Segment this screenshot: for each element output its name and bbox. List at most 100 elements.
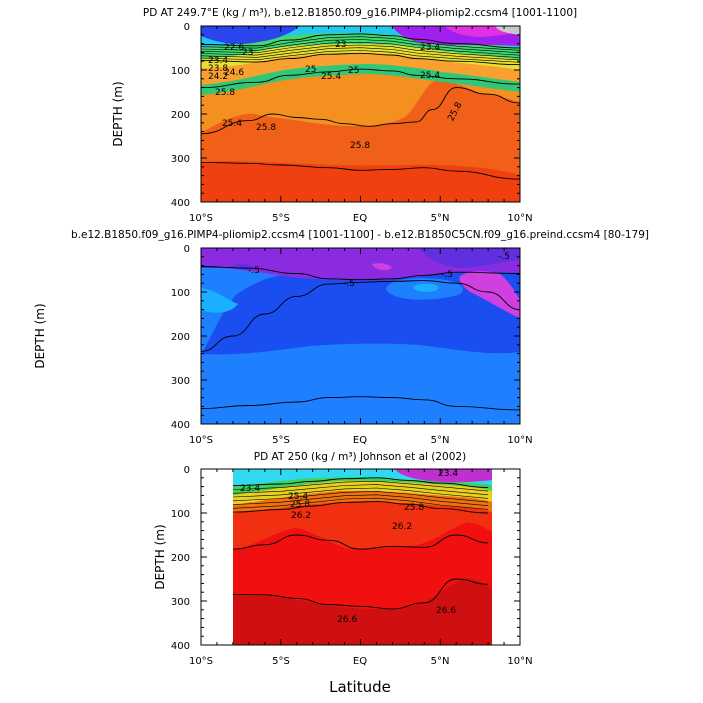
panel-3-title: PD AT 250 (kg / m³) Johnson et al (2002)	[254, 451, 466, 463]
p1-clabel: 23.4	[420, 43, 440, 53]
p1-clabel: 25.4	[222, 119, 242, 129]
p3-clabel: 23.4	[240, 484, 260, 494]
panel-2-difference: b.e12.B1850.f09_g16.PIMP4-pliomip2.ccsm4…	[33, 229, 649, 446]
isoline-25.8	[201, 87, 520, 135]
p2-clabel: -.5	[248, 266, 260, 276]
p2-fill-west-light	[201, 268, 320, 355]
p1-xtick-5n: 5°N	[431, 213, 450, 224]
p1-clabel: 22.6	[224, 43, 244, 53]
isoline-intermediate	[201, 39, 520, 54]
p3-ylabel: DEPTH (m)	[153, 524, 167, 589]
p1-ytick-100: 100	[171, 66, 190, 77]
p1-clabel: 25.8	[215, 88, 235, 98]
p3-clabel: 25.8	[404, 503, 424, 513]
p1-clabel: 23.8	[208, 64, 228, 74]
panel-2-contour-fills	[201, 248, 520, 424]
p1-xtick-10n: 10°N	[507, 213, 532, 224]
p2-fill-patch	[372, 263, 392, 271]
panel-1-model-density: PD AT 249.7°E (kg / m³), b.e12.B1850.f09…	[111, 7, 577, 224]
isoline-intermediate	[201, 44, 520, 58]
p3-ytick-200: 200	[171, 553, 190, 564]
p1-fill-top	[201, 26, 300, 44]
isoline-26	[201, 161, 520, 180]
p2-xtick-5n: 5°N	[431, 435, 450, 446]
p1-ytick-0: 0	[184, 22, 190, 33]
isoline-23.4	[232, 477, 489, 488]
isoline-26.6	[232, 578, 489, 610]
p2-ytick-100: 100	[171, 288, 190, 299]
p2-xtick-10s: 10°S	[189, 435, 213, 446]
p1-isolines	[201, 33, 520, 180]
isoline-intermediate	[201, 41, 520, 56]
p1-ylabel: DEPTH (m)	[111, 81, 125, 146]
p2-ytick-400: 400	[171, 420, 190, 431]
p3-clabel: 23.4	[438, 469, 458, 479]
panel-3-observations: PD AT 250 (kg / m³) Johnson et al (2002)…	[153, 451, 533, 696]
panel-2-axis-ticks	[200, 247, 521, 425]
p1-ytick-400: 400	[171, 198, 190, 209]
p1-clabel: 25	[305, 65, 316, 75]
isoline-22.6	[201, 33, 520, 49]
isoline-intermediate	[232, 484, 489, 496]
p2-xtick-eq: EQ	[353, 435, 367, 446]
p2-ylabel: DEPTH (m)	[33, 303, 47, 368]
p2-isolines	[201, 266, 520, 411]
p3-xtick-5n: 5°N	[431, 656, 450, 667]
p2-ytick-0: 0	[184, 244, 190, 255]
isoline-intermediate	[232, 487, 489, 499]
x-axis-label: Latitude	[329, 678, 391, 696]
p3-xtick-10n: 10°N	[507, 656, 532, 667]
panel-2-title: b.e12.B1850.f09_g16.PIMP4-pliomip2.ccsm4…	[71, 229, 649, 241]
p2-ytick-200: 200	[171, 332, 190, 343]
p3-clabel: 25.8	[290, 500, 310, 510]
p3-isolines	[232, 477, 489, 610]
p2-xtick-10n: 10°N	[507, 435, 532, 446]
panel-1-axis-ticks	[200, 25, 521, 203]
p1-clabel: 25.8	[256, 123, 276, 133]
p1-clabel: 25.4	[420, 71, 440, 81]
p1-fill-thermocline-green	[201, 64, 520, 95]
isoline--0.5	[201, 266, 520, 281]
p3-ytick-100: 100	[171, 509, 190, 520]
p3-xtick-5s: 5°S	[272, 656, 290, 667]
isoline-intermediate	[232, 497, 489, 510]
p3-xtick-eq: EQ	[353, 656, 367, 667]
p1-clabel: 23	[335, 40, 346, 50]
p3-ytick-0: 0	[184, 465, 190, 476]
p3-contour-labels: 23.4 25.4 25.8 26.2 26.2 23.4 25.8 26.6 …	[240, 469, 458, 625]
p3-ytick-300: 300	[171, 597, 190, 608]
panel-3-axis-ticks	[200, 468, 521, 646]
p2-clabel: -.5	[343, 279, 355, 289]
p2-clabel: -.5	[441, 270, 453, 280]
isoline-intermediate	[232, 494, 489, 506]
p2-fill-west-cyan	[201, 288, 238, 313]
p2-clabel: -.5	[498, 252, 510, 262]
p2-xtick-5s: 5°S	[272, 435, 290, 446]
isoline-intermediate	[201, 47, 520, 61]
isoline--1	[201, 280, 520, 352]
p2-contour-labels: -.5 -.5 -.5 -.5	[248, 252, 510, 289]
isoline-intermediate	[232, 491, 489, 503]
isoline-intermediate	[201, 50, 520, 63]
p1-ytick-200: 200	[171, 110, 190, 121]
p1-xtick-10s: 10°S	[189, 213, 213, 224]
p3-clabel: 26.2	[291, 511, 311, 521]
p1-contour-labels: 22.6 23 23.4 23.8 24.2 24.6 25 25.4 25.8…	[208, 40, 465, 151]
p1-clabel: 25.4	[321, 72, 341, 82]
p2-fill-east-cyan	[413, 283, 439, 292]
p3-fill-ne-magenta	[395, 469, 492, 483]
isoline-26.2	[232, 534, 489, 550]
p2-ytick-300: 300	[171, 376, 190, 387]
panel-1-title: PD AT 249.7°E (kg / m³), b.e12.B1850.f09…	[143, 7, 577, 19]
isoline--1.5	[201, 396, 520, 411]
p3-clabel: 26.6	[436, 606, 456, 616]
p3-clabel: 26.2	[392, 522, 412, 532]
p3-clabel: 25.4	[288, 492, 308, 502]
p1-xtick-5s: 5°S	[272, 213, 290, 224]
p1-clabel: 23	[242, 48, 253, 58]
p1-clabel: 24.6	[224, 68, 244, 78]
p1-ytick-300: 300	[171, 154, 190, 165]
p1-clabel: 25	[348, 66, 359, 76]
p3-ytick-400: 400	[171, 641, 190, 652]
